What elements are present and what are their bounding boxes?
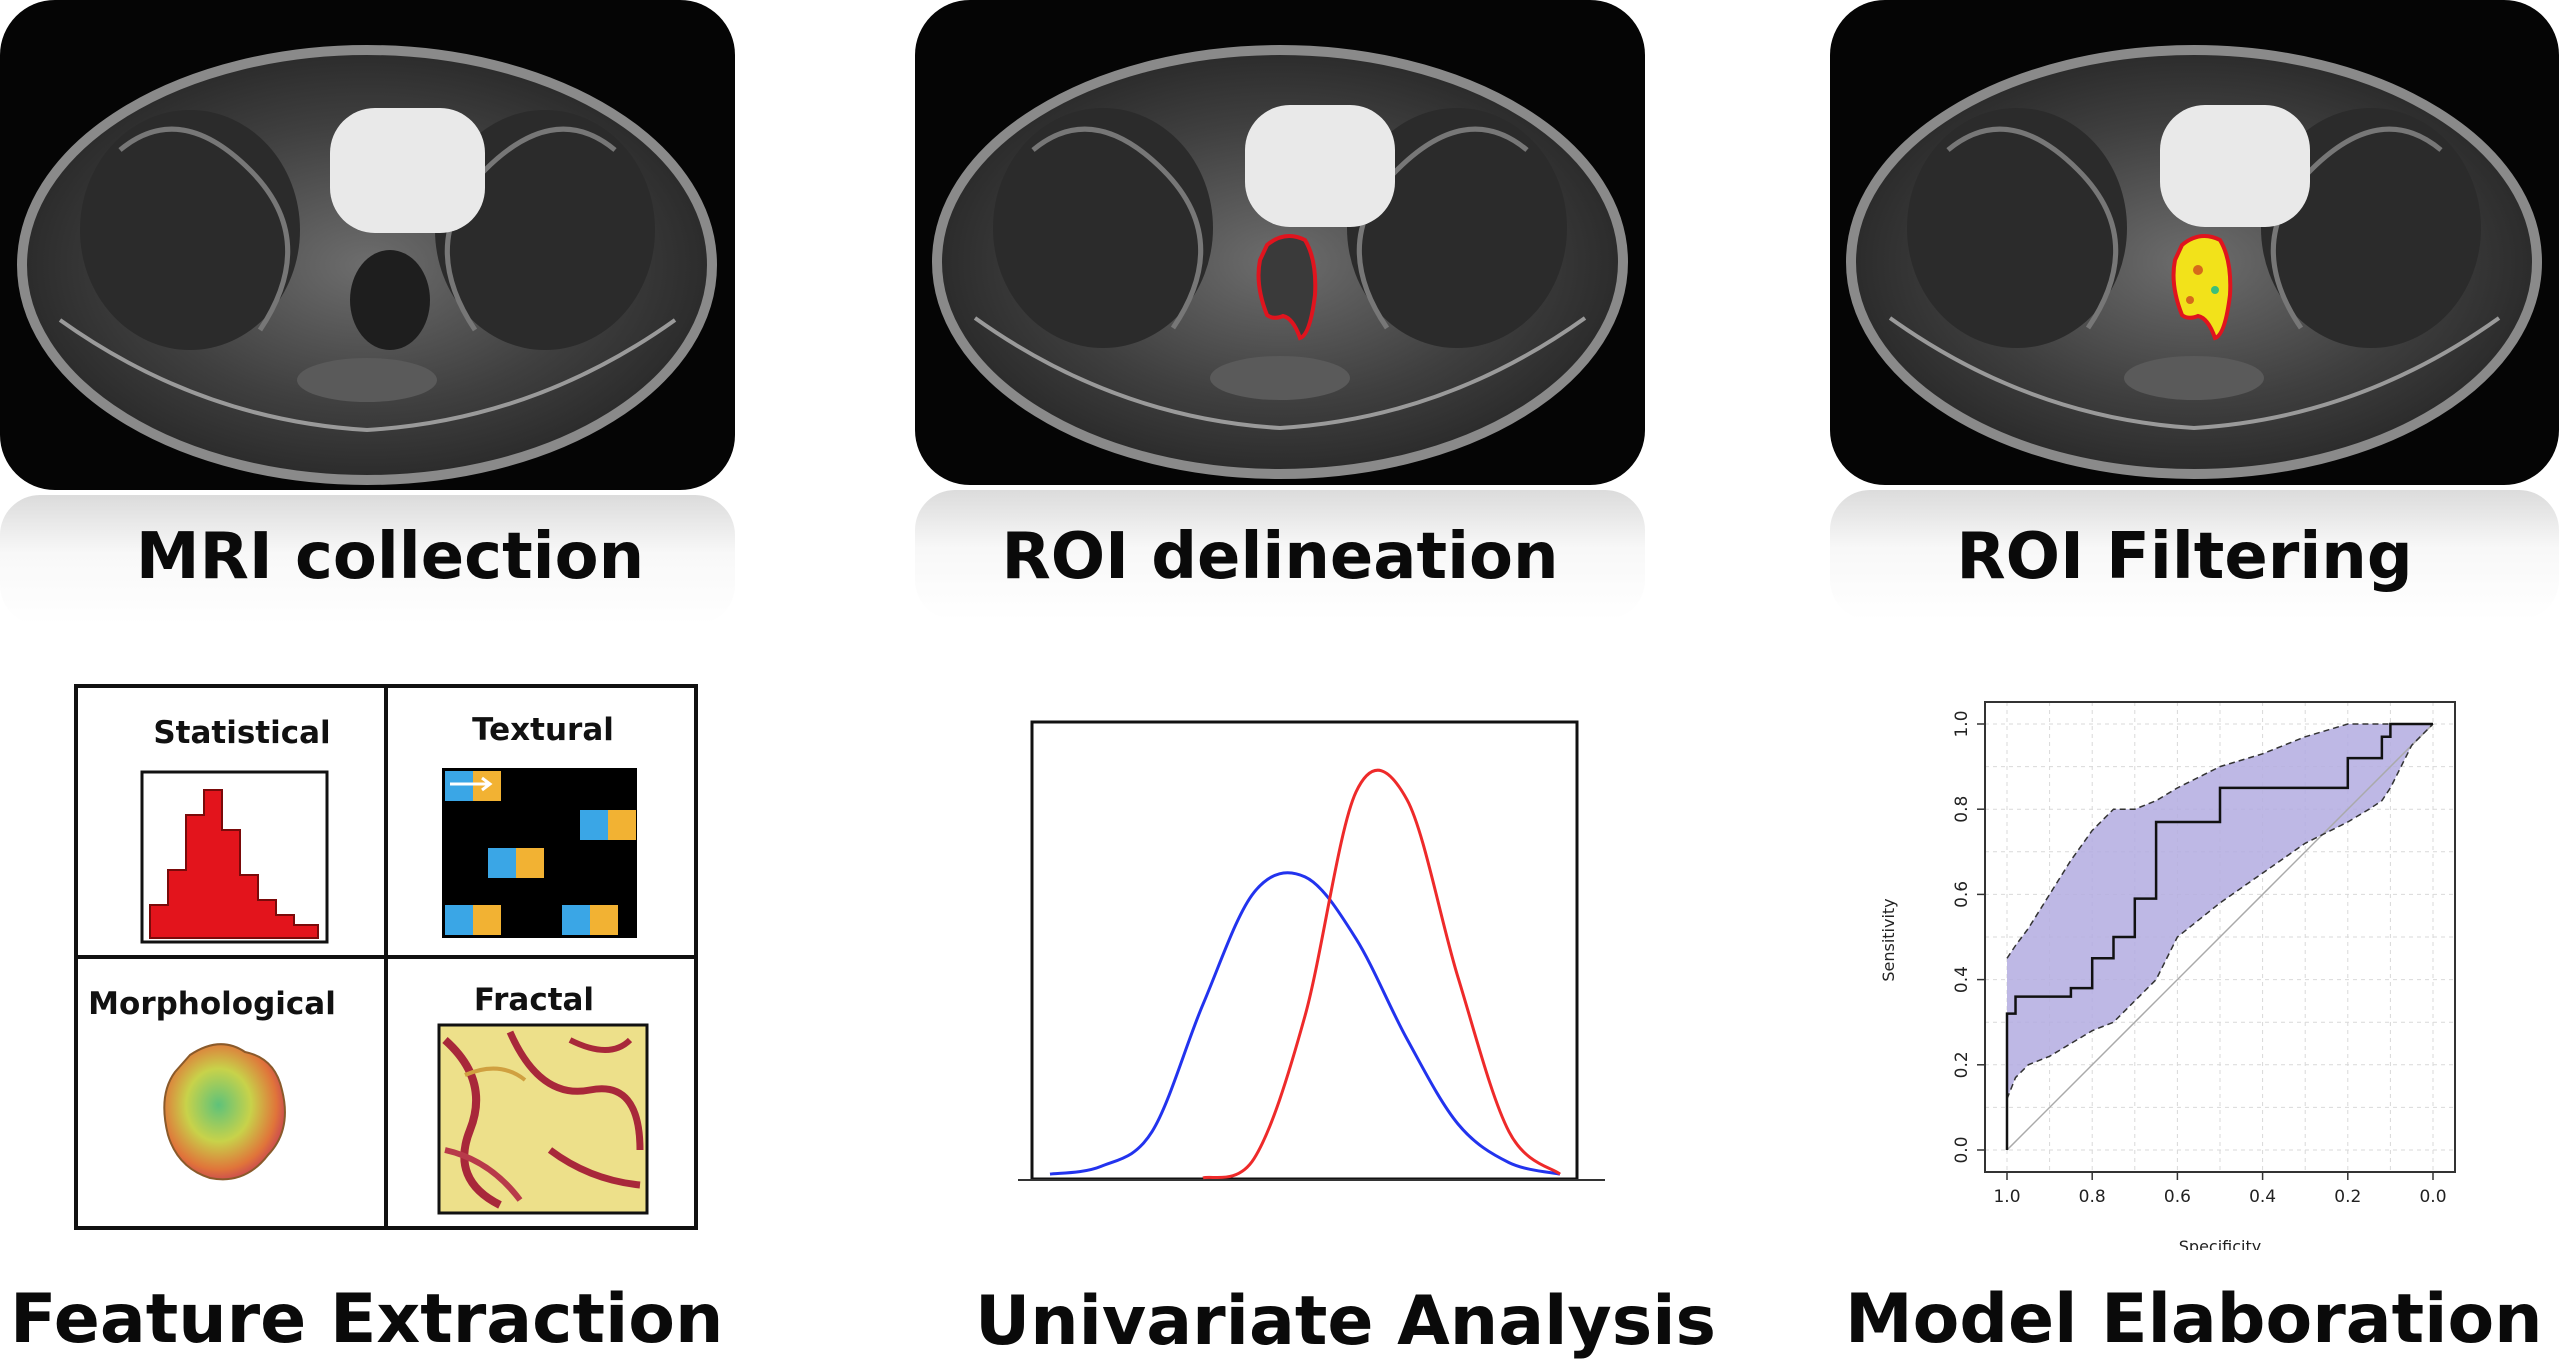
caption-roi-filtering: ROI Filtering [1956,520,2413,594]
density-curve-2 [1202,768,1561,1180]
roc-confidence-band [2007,724,2433,1099]
feature-extraction-panel: Statistical Textural Morphological [10,680,723,1359]
caption-model-elaboration: Model Elaboration [1845,1280,2543,1359]
roc-y-tick-label: 0.2 [1952,1051,1972,1078]
caption-feature-extraction: Feature Extraction [10,1280,724,1359]
mri-image [0,0,735,490]
roc-y-tick-label: 1.0 [1952,710,1972,737]
density-plot-frame [1030,720,1579,1181]
roc-ci-lower [2006,723,2434,1100]
mri-image-roi-filtered [1830,0,2559,485]
roi-filtered-region [2171,234,2233,341]
roc-x-tick-label: 0.4 [2249,1187,2276,1207]
roc-x-tick-label: 0.6 [2164,1187,2191,1207]
roc-plot-frame [1984,701,2456,1173]
roc-y-tick-label: 0.0 [1952,1136,1972,1163]
feature-label-statistical: Statistical [153,715,330,751]
caption-roi-delineation: ROI delineation [1001,520,1559,594]
roc-x-tick-label: 1.0 [1993,1187,2020,1207]
roi-delineation-panel: ROI delineation [915,0,1655,620]
roc-curve [2005,722,2433,1150]
feature-label-textural: Textural [472,712,614,748]
roi-delineation-reflection [915,490,1645,620]
roc-x-tick-label: 0.0 [2419,1187,2446,1207]
statistical-histogram [149,789,319,939]
roc-ylabel: Sensitivity [1879,898,1898,981]
mri-collection-panel: MRI collection [0,0,740,625]
roi-filtering-reflection [1830,490,2559,620]
roc-x-tick-label: 0.2 [2334,1187,2361,1207]
feature-label-fractal: Fractal [474,982,594,1018]
roi-outline [1256,234,1318,341]
roc-y-tick-label: 0.4 [1952,966,1972,993]
roi-filtering-panel: ROI Filtering [1830,0,2559,620]
caption-univariate-analysis: Univariate Analysis [975,1282,1716,1361]
feature-grid: Statistical Textural Morphological [74,684,698,1230]
feature-label-morphological: Morphological [88,986,336,1022]
univariate-analysis-panel: Univariate Analysis [975,700,1716,1361]
mri-reflection [0,495,735,625]
roc-y-tick-label: 0.6 [1952,881,1972,908]
density-curve-1 [1049,871,1561,1176]
morphological-shape [163,1043,286,1181]
mri-image-roi-outline [915,0,1645,485]
roc-chart: 1.0 0.8 0.6 0.4 0.2 0.0 0.0 0.2 0.4 0.6 0.8 1.0 Spe… [1879,701,2456,1256]
roc-y-tick-label: 0.8 [1952,796,1972,823]
model-elaboration-panel: 1.0 0.8 0.6 0.4 0.2 0.0 0.0 0.2 0.4 0.6 0.8 1.0 Spe… [1845,690,2543,1359]
roc-xlabel: Specificity [2179,1237,2261,1250]
caption-mri-collection: MRI collection [135,520,645,594]
roc-ci-upper [2006,723,2433,959]
roc-diagonal [2006,723,2434,1151]
roc-x-tick-label: 0.8 [2079,1187,2106,1207]
density-chart [1018,720,1605,1181]
